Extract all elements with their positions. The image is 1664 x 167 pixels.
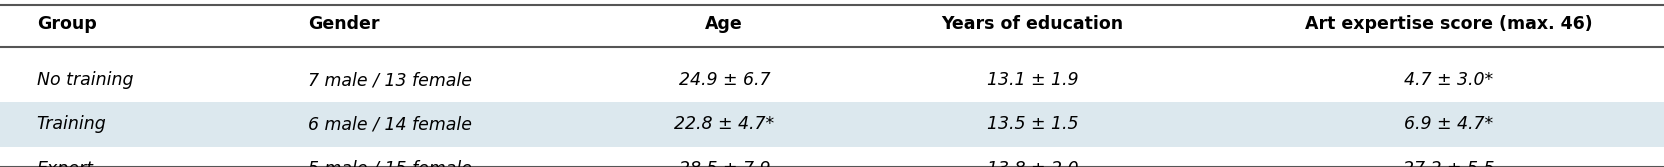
- Text: 6 male / 14 female: 6 male / 14 female: [308, 115, 471, 133]
- Text: Gender: Gender: [308, 15, 379, 33]
- Text: Expert: Expert: [37, 160, 93, 167]
- Text: Age: Age: [706, 15, 742, 33]
- Text: 13.5 ± 1.5: 13.5 ± 1.5: [987, 115, 1077, 133]
- Text: 4.7 ± 3.0*: 4.7 ± 3.0*: [1403, 71, 1493, 89]
- Text: No training: No training: [37, 71, 133, 89]
- Text: 6.9 ± 4.7*: 6.9 ± 4.7*: [1403, 115, 1493, 133]
- Bar: [0, 102, 1664, 147]
- Text: 28.5 ± 7.9: 28.5 ± 7.9: [679, 160, 769, 167]
- Text: 27.2 ± 5.5: 27.2 ± 5.5: [1403, 160, 1493, 167]
- Text: 5 male / 15 female: 5 male / 15 female: [308, 160, 471, 167]
- Text: 13.1 ± 1.9: 13.1 ± 1.9: [987, 71, 1077, 89]
- Text: Art expertise score (max. 46): Art expertise score (max. 46): [1305, 15, 1591, 33]
- Text: 7 male / 13 female: 7 male / 13 female: [308, 71, 471, 89]
- Text: 13.8 ± 2.0: 13.8 ± 2.0: [987, 160, 1077, 167]
- Text: Training: Training: [37, 115, 106, 133]
- Text: 22.8 ± 4.7*: 22.8 ± 4.7*: [674, 115, 774, 133]
- Text: 24.9 ± 6.7: 24.9 ± 6.7: [679, 71, 769, 89]
- Text: Years of education: Years of education: [940, 15, 1123, 33]
- Text: Group: Group: [37, 15, 97, 33]
